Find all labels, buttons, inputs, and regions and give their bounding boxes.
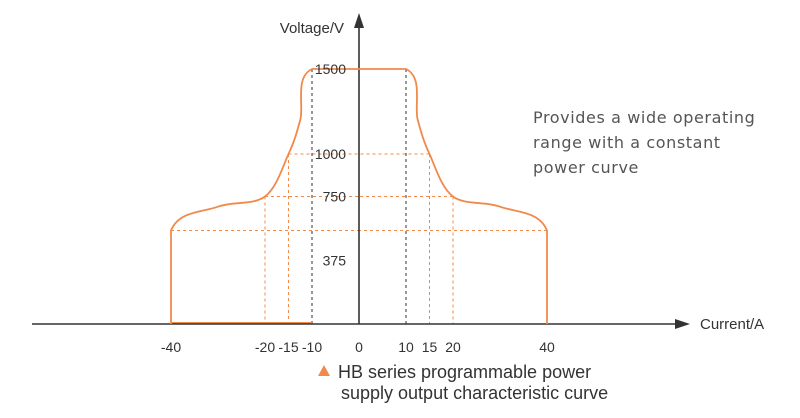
x-tick-label: -20: [255, 339, 275, 355]
y-axis-arrow-icon: [354, 13, 364, 28]
triangle-marker-icon: [318, 365, 330, 376]
x-tick-label: 40: [539, 339, 555, 355]
series-curve: [170, 68, 548, 324]
y-tick-label: 375: [323, 252, 347, 268]
x-tick-label: -15: [278, 339, 298, 355]
y-tick-label: 1000: [315, 146, 346, 162]
x-tick-label: -40: [161, 339, 181, 355]
x-tick-label: -10: [302, 339, 322, 355]
chart-caption: HB series programmable power supply outp…: [318, 362, 678, 404]
x-axis-arrow-icon: [675, 319, 690, 329]
y-tick-label: 750: [323, 189, 347, 205]
x-tick-label: 10: [398, 339, 414, 355]
x-axis-title: Current/A: [700, 316, 764, 333]
x-tick-label: 15: [422, 339, 438, 355]
x-tick-label: 0: [355, 339, 363, 355]
annotation-text: Provides a wide operating range with a c…: [533, 108, 756, 177]
y-axis-title: Voltage/V: [280, 20, 344, 37]
x-tick-label: 20: [445, 339, 461, 355]
caption-line-2: supply output characteristic curve: [341, 383, 609, 403]
y-tick-label: 1500: [315, 61, 346, 77]
caption-line-1: HB series programmable power: [338, 362, 592, 382]
